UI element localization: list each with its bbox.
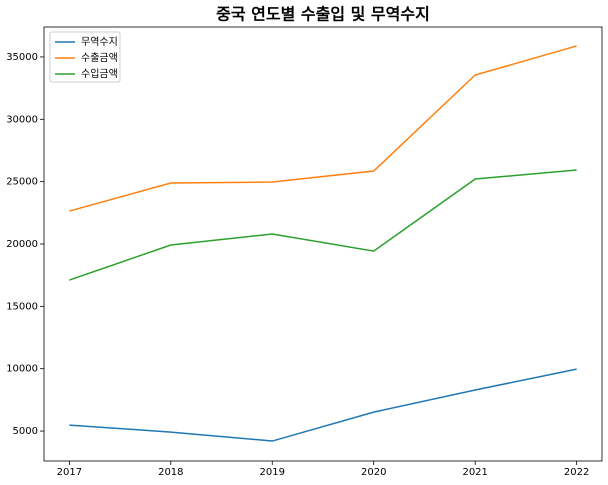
- legend-label: 무역수지: [81, 36, 118, 48]
- x-tick-label: 2022: [564, 467, 589, 478]
- x-tick-label: 2021: [462, 467, 487, 478]
- y-tick-label: 10000: [6, 364, 38, 375]
- x-tick-label: 2018: [158, 467, 183, 478]
- y-tick-label: 35000: [6, 52, 38, 63]
- series-line: [69, 45, 577, 212]
- legend-box: [49, 31, 121, 83]
- y-tick-label: 15000: [6, 301, 38, 312]
- x-tick-label: 2019: [260, 467, 285, 478]
- y-tick-label: 25000: [6, 177, 38, 188]
- series-line: [69, 368, 577, 442]
- y-tick-label: 5000: [13, 426, 38, 437]
- y-tick-label: 20000: [6, 239, 38, 250]
- y-tick-label: 30000: [6, 114, 38, 125]
- series-line: [69, 169, 577, 281]
- x-tick-label: 2017: [57, 467, 82, 478]
- chart-title: 중국 연도별 수출입 및 무역수지: [216, 5, 430, 24]
- x-tick-label: 2020: [361, 467, 386, 478]
- plot-frame: [43, 26, 603, 462]
- legend-label: 수출금액: [81, 52, 118, 64]
- legend-label: 수입금액: [81, 67, 118, 80]
